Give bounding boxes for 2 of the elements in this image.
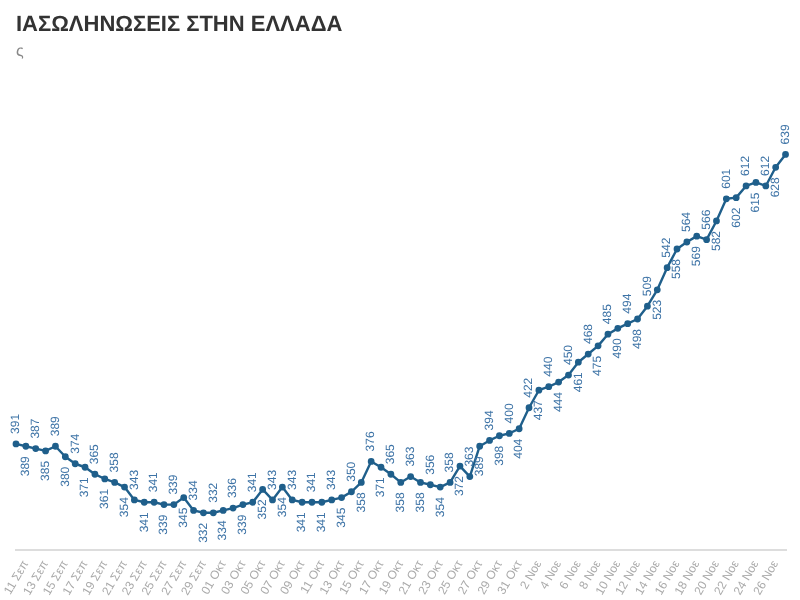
chart-subtitle: ς — [16, 42, 24, 61]
chart-title: ΙΑΣΩΛΗΝΩΣΕΙΣ ΣΤΗΝ ΕΛΛΑΔΑ — [16, 13, 343, 38]
